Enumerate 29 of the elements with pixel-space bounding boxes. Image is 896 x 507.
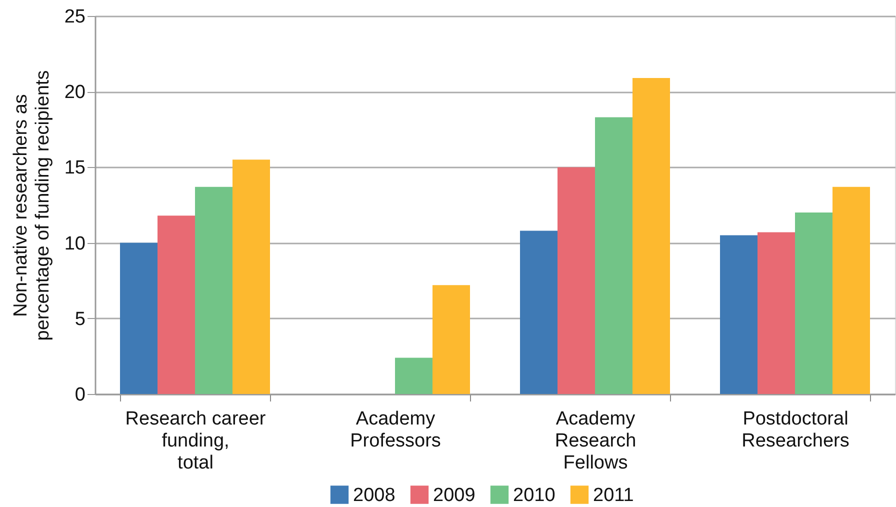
- bar: [395, 358, 432, 394]
- y-tick-label: 10: [64, 233, 86, 254]
- bar: [795, 212, 832, 394]
- y-tick-label: 20: [64, 82, 86, 104]
- bar: [558, 167, 595, 394]
- y-tick-label: 25: [64, 6, 86, 28]
- legend-label: 2009: [433, 484, 476, 506]
- bar: [120, 242, 158, 394]
- bar: [595, 117, 632, 394]
- bar: [832, 186, 870, 394]
- bar: [432, 285, 470, 394]
- bar: [632, 78, 670, 394]
- y-axis-title: Non-native researchers as percentage of funding recipients: [10, 70, 54, 341]
- legend-label: 2011: [593, 484, 634, 506]
- legend-label: 2008: [353, 484, 396, 506]
- bar: [232, 160, 270, 394]
- x-tick-label: Academy Professors: [350, 408, 441, 452]
- legend-label: 2010: [513, 484, 556, 506]
- x-tick-label: Research career funding, total: [125, 408, 266, 474]
- bar: [720, 235, 758, 394]
- y-tick-label: 5: [74, 308, 86, 330]
- bar: [158, 216, 195, 394]
- y-tick-label: 15: [64, 158, 86, 179]
- x-tick-label: Academy Research Fellows: [554, 408, 636, 474]
- bar: [195, 186, 232, 394]
- y-tick-label: 0: [74, 384, 86, 406]
- bar: [758, 232, 795, 394]
- bar: [520, 230, 558, 394]
- x-tick-label: Postdoctoral Researchers: [742, 408, 850, 452]
